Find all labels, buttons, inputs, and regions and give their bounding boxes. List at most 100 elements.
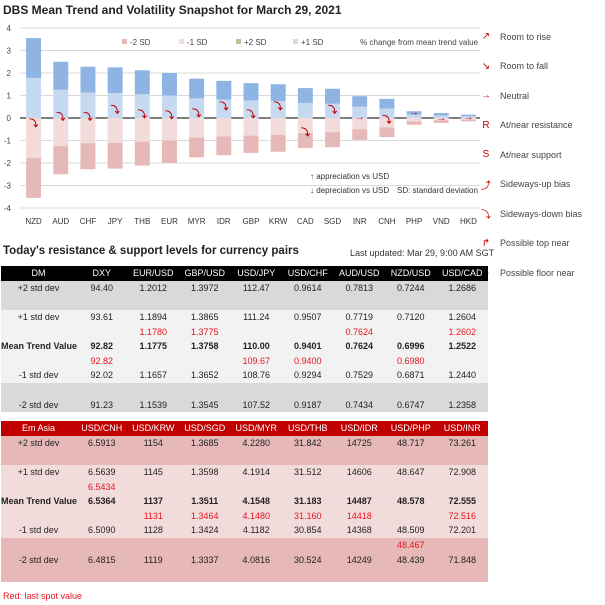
level-value: 72.555 (436, 493, 488, 509)
x-tick-label: KRW (269, 217, 288, 226)
bar-minus1sd (80, 118, 96, 144)
level-value: 0.9614 (282, 280, 334, 296)
bar-minus1sd (460, 118, 476, 120)
legend-item-label: Room to fall (500, 61, 549, 72)
bar-minus1sd (53, 118, 69, 147)
table-row: 1131 1.3464 4.1480 31.160 14418 72.516 (1, 508, 488, 524)
level-value: 1.3865 (179, 309, 231, 325)
level-value: 48.647 (385, 464, 437, 480)
table-row: Mean Trend Value 92.82 1.1775 1.3758 110.00 0… (1, 338, 488, 354)
row-label: Mean Trend Value (1, 338, 77, 354)
bar-minus2sd (433, 120, 449, 123)
bar-plus1sd (134, 94, 150, 118)
bar-minus2sd (406, 121, 422, 125)
row-label: +1 std dev (1, 309, 76, 325)
table-row: -1 std dev 92.02 1.1657 1.3652 108.76 0.9294 0… (1, 368, 488, 383)
bar-plus1sd (297, 102, 313, 118)
x-tick-label: INR (353, 217, 367, 226)
level-value: 108.76 (230, 368, 282, 383)
level-value (127, 566, 179, 582)
level-value: 94.40 (76, 280, 128, 296)
bar-minus1sd (216, 118, 232, 137)
row-label (1, 479, 76, 494)
column-header: USD/CNH (76, 421, 128, 436)
column-header: USD/IDR (333, 421, 385, 436)
spot-value (385, 324, 437, 339)
level-value: 1.3598 (179, 464, 231, 480)
legend-item-label: At/near support (500, 149, 562, 160)
level-value: 31.183 (282, 493, 334, 509)
level-value: 1.1894 (127, 309, 179, 325)
x-tick-label: GBP (243, 217, 260, 226)
level-value: 111.24 (230, 309, 282, 325)
level-value: 1.3424 (179, 523, 231, 538)
legend-item-label: Neutral (500, 90, 530, 101)
level-value: 72.201 (436, 523, 488, 538)
spot-value: 1.1780 (127, 324, 179, 339)
table-header: Em Asia USD/CNH USD/KRW USD/SGD USD/MYR USD/T… (1, 421, 488, 436)
bar-plus2sd (325, 88, 341, 104)
spot-value: 6.5434 (76, 479, 128, 494)
bar-plus1sd (243, 100, 259, 118)
level-value (179, 382, 231, 398)
level-value: 107.52 (230, 397, 282, 412)
legend-item-label: Sideways-up bias (500, 179, 571, 190)
level-value (282, 382, 334, 398)
dm-levels-table: DM DXY EUR/USD GBP/USD USD/JPY USD/CHF AUD/USD… (1, 266, 488, 412)
spot-value (230, 324, 282, 339)
level-value: 0.7529 (333, 368, 385, 383)
table-row: +1 std dev 6.5639 1145 1.3598 4.1914 31.512 14… (1, 464, 488, 480)
column-header: USD/CAD (436, 266, 488, 281)
level-value: 4.1548 (230, 493, 282, 509)
level-value: 14725 (333, 435, 385, 451)
bar-plus2sd (352, 96, 368, 107)
spot-value: 48.467 (385, 537, 437, 553)
chart-subtitle: % change from mean trend value (360, 38, 478, 47)
row-label (1, 353, 76, 369)
column-header: Em Asia (1, 421, 76, 436)
y-tick-label: 1 (7, 92, 12, 101)
spot-value (230, 537, 282, 553)
level-value (76, 566, 128, 582)
footnote: Red: last spot value (3, 591, 83, 601)
bar-minus2sd (325, 132, 341, 148)
legend-item: ↱ Possible top near (478, 229, 605, 259)
bar-minus1sd (406, 118, 422, 122)
bar-minus2sd (134, 141, 150, 166)
signal-icon: ↘ (481, 60, 491, 72)
level-value (127, 382, 179, 398)
marker-sideways-down-icon: ⤵ (328, 104, 338, 115)
row-label (1, 324, 76, 339)
y-tick-label: 3 (7, 47, 12, 56)
level-value (282, 566, 334, 582)
level-value: 73.261 (436, 435, 488, 451)
spot-value: 1.2602 (436, 324, 488, 339)
legend-item-label: Sideways-down bias (500, 208, 583, 219)
bar-minus1sd (243, 118, 259, 136)
bar-minus2sd (243, 135, 259, 153)
legend-label: +1 SD (301, 38, 324, 47)
last-updated: Last updated: Mar 29, 9:00 AM SGT (350, 248, 495, 258)
x-tick-label: AUD (52, 217, 69, 226)
marker-neutral-icon: → (463, 112, 473, 123)
marker-sideways-down-icon: ⤵ (219, 101, 229, 112)
legend-item-label: Possible top near (500, 238, 570, 249)
bar-plus2sd (406, 111, 422, 115)
column-header: USD/CHF (282, 266, 334, 281)
spot-value: 1.3775 (179, 324, 231, 339)
spot-value (282, 324, 334, 339)
column-header: AUD/USD (333, 266, 385, 281)
level-value (385, 295, 437, 310)
x-tick-label: PHP (406, 217, 422, 226)
bar-plus1sd (189, 98, 205, 118)
level-value (76, 295, 128, 310)
level-value: 0.7719 (333, 309, 385, 325)
legend-item: ↗ Room to rise (478, 22, 605, 52)
level-value (436, 382, 488, 398)
row-label: +2 std dev (1, 435, 76, 451)
level-value (282, 295, 334, 310)
level-value: 1.2522 (436, 338, 488, 354)
bar-plus2sd (134, 70, 150, 95)
signal-icon: ↗ (481, 31, 491, 43)
level-value: 0.9294 (282, 368, 334, 383)
